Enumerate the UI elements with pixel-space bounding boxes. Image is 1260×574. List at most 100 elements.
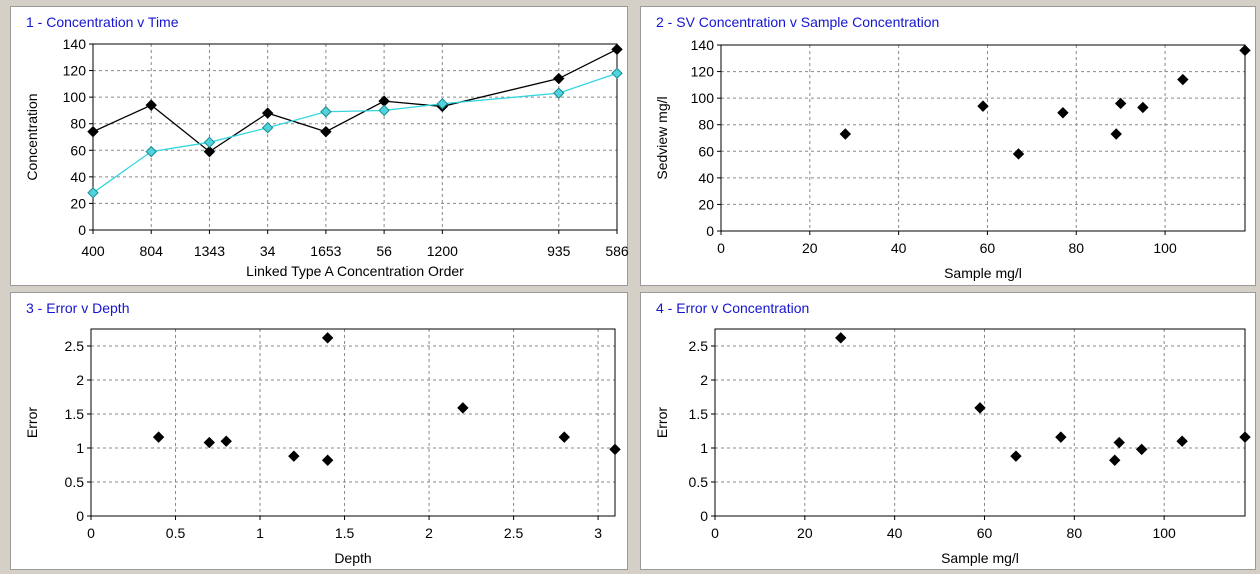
y-tick-label: 1.5 (65, 406, 85, 422)
data-point (1055, 431, 1067, 443)
y-tick-label: 0 (700, 508, 708, 524)
y-tick-label: 1 (76, 440, 84, 456)
x-tick-label: 20 (802, 240, 818, 256)
data-point (1114, 97, 1127, 110)
data-point (87, 187, 99, 199)
y-tick-label: 0.5 (65, 474, 85, 490)
x-tick-label: 3 (594, 525, 602, 541)
chart-sv-vs-sample: 0 20 40 60 80 100 120 140 0 20 40 60 80 100 Sample mg/… (654, 37, 1251, 281)
y-axis-label: Sedview mg/l (654, 96, 670, 179)
data-point (835, 332, 847, 344)
x-tick-label: 34 (260, 243, 276, 259)
x-axis-label: Sample mg/l (944, 265, 1022, 281)
x-tick-label: 80 (1067, 525, 1083, 541)
data-point (1239, 44, 1251, 57)
plot-frame (90, 328, 616, 517)
x-axis-label: Depth (334, 550, 371, 566)
y-tick-label: 40 (698, 170, 714, 186)
data-point (1177, 73, 1189, 86)
x-tick-label: 80 (1068, 240, 1084, 256)
series-line-1 (92, 48, 618, 153)
y-tick-label: 20 (70, 195, 86, 211)
chart-error-v-concentration: 0 0.5 1 1.5 2 2.5 0 20 40 60 80 100 Sample mg/l Error (654, 328, 1251, 566)
x-tick-label: 586 (605, 243, 629, 259)
data-point (261, 107, 274, 119)
data-point (558, 431, 570, 443)
data-point (1109, 454, 1121, 466)
y-tick-label: 140 (63, 36, 87, 52)
data-point (87, 125, 99, 138)
x-tick-label: 60 (980, 240, 996, 256)
x-tick-label: 0.5 (166, 525, 186, 541)
chart-panel-1: 1 - Concentration v Time 0 20 40 60 80 100 120… (10, 6, 629, 286)
y-tick-label: 80 (698, 117, 714, 133)
y-tick-label: 120 (63, 63, 87, 79)
data-point (320, 125, 332, 138)
x-tick-label: 935 (547, 243, 571, 259)
plot-frame (720, 44, 1246, 232)
data-point (220, 435, 232, 447)
y-tick-label: 120 (691, 64, 715, 80)
chart-error-v-depth: 0 0.5 1 1.5 2 2.5 0 0.5 1 1.5 2 2.5 3 Depth Error (24, 328, 621, 566)
y-tick-label: 60 (70, 142, 86, 158)
data-point (553, 72, 565, 85)
y-tick-label: 20 (698, 196, 714, 212)
data-point (1239, 431, 1251, 443)
chart-panel-2: 2 - SV Concentration v Sample Concentrat… (640, 6, 1256, 286)
x-tick-label: 40 (887, 525, 903, 541)
x-tick-label: 100 (1152, 525, 1176, 541)
data-point (1010, 450, 1022, 462)
y-axis-label: Concentration (24, 93, 40, 180)
x-tick-label: 0 (717, 240, 725, 256)
data-point (457, 402, 469, 414)
data-point (1012, 148, 1025, 160)
y-tick-label: 0 (78, 222, 86, 238)
y-tick-label: 2 (700, 372, 708, 388)
chart-panel-4: 4 - Error v Concentration 0 0.5 1 1.5 2 2.5 0 2… (640, 292, 1256, 570)
data-point (203, 145, 216, 158)
data-point (321, 332, 334, 344)
data-point (203, 136, 216, 149)
y-tick-label: 2.5 (689, 338, 709, 354)
y-axis-label: Error (654, 407, 670, 438)
data-point (1057, 107, 1069, 119)
x-tick-label: 2.5 (504, 525, 524, 541)
y-tick-label: 0 (76, 508, 84, 524)
data-point (974, 402, 986, 414)
chart-title: 3 - Error v Depth (26, 300, 130, 316)
data-point (321, 454, 334, 466)
data-point (1135, 443, 1148, 456)
chart-concentration-v-time: 0 20 40 60 80 100 120 140 400 804 1343 34 1653 56 1200… (24, 36, 629, 279)
y-tick-label: 100 (691, 90, 715, 106)
data-point (1110, 128, 1122, 140)
chart-title: 1 - Concentration v Time (26, 14, 179, 30)
data-point (839, 128, 852, 140)
x-axis-label: Linked Type A Concentration Order (246, 263, 464, 279)
y-tick-label: 40 (70, 169, 86, 185)
data-point (1176, 435, 1188, 447)
x-tick-label: 1653 (310, 243, 341, 259)
plot-frame (92, 43, 618, 231)
data-point (553, 87, 565, 99)
y-tick-label: 0 (706, 223, 714, 239)
x-tick-label: 804 (140, 243, 164, 259)
y-tick-label: 60 (698, 143, 714, 159)
y-tick-label: 80 (70, 116, 86, 132)
data-point (611, 67, 623, 79)
y-tick-label: 2.5 (65, 338, 85, 354)
chart-title: 4 - Error v Concentration (656, 300, 810, 316)
data-point (261, 121, 274, 134)
x-tick-label: 1 (256, 525, 264, 541)
x-tick-label: 0 (711, 525, 719, 541)
y-tick-label: 140 (691, 37, 715, 53)
data-point (288, 450, 300, 462)
x-axis-label: Sample mg/l (941, 550, 1019, 566)
data-point (152, 431, 165, 443)
x-tick-label: 20 (797, 525, 813, 541)
chart-title: 2 - SV Concentration v Sample Concentrat… (656, 14, 940, 30)
data-point (145, 145, 157, 158)
x-tick-label: 100 (1153, 240, 1177, 256)
x-tick-label: 0 (87, 525, 95, 541)
chart-panel-3: 3 - Error v Depth 0 0.5 1 1.5 2 2.5 0 0.5 1 1.5 2 2… (10, 292, 628, 570)
plot-frame (714, 328, 1246, 517)
